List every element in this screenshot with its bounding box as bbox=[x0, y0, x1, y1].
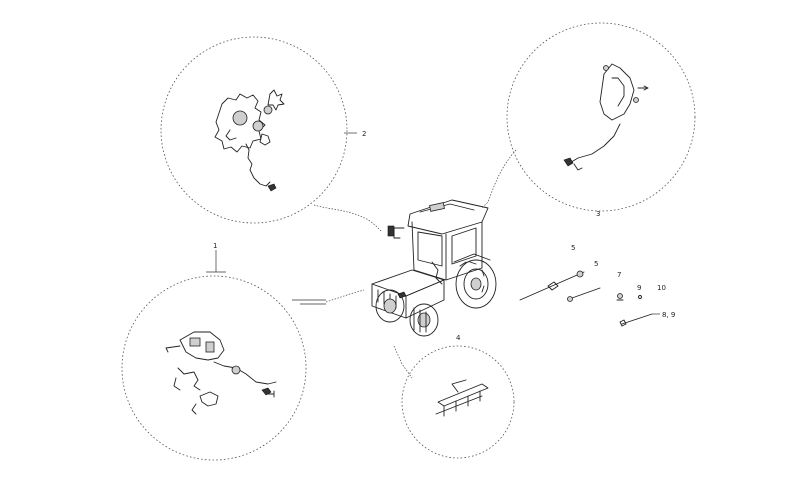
bolt-part-5 bbox=[567, 287, 601, 302]
callout-5a: 5 bbox=[571, 244, 575, 252]
frame-bracket-illustration bbox=[435, 379, 489, 417]
assembly-3-illustration bbox=[563, 63, 649, 171]
detail-circle-1: 1 bbox=[121, 242, 307, 461]
detail-circle-3: 3 bbox=[506, 22, 696, 218]
loose-hardware: 5 5 7 9 10 8, 9 bbox=[519, 244, 675, 327]
callout-2: 2 bbox=[362, 130, 366, 138]
callout-4: 4 bbox=[456, 334, 461, 342]
callout-9: 9 bbox=[637, 284, 641, 292]
callout-1: 1 bbox=[213, 242, 217, 250]
callout-7: 7 bbox=[617, 271, 621, 279]
callout-5b: 5 bbox=[594, 260, 598, 268]
assembly-1-illustration bbox=[165, 331, 277, 415]
washer-part-9 bbox=[638, 295, 642, 299]
detail-circle-2: 2 bbox=[160, 36, 366, 224]
callout-8-9: 8, 9 bbox=[662, 311, 675, 319]
tractor-illustration: 4 bbox=[371, 199, 497, 342]
rod-part bbox=[519, 270, 585, 301]
bolt-part-8-9 bbox=[619, 313, 660, 327]
nut-part-7 bbox=[616, 293, 624, 301]
detail-circle-frame bbox=[401, 345, 515, 459]
assembly-2-illustration bbox=[214, 89, 285, 192]
callout-3: 3 bbox=[596, 210, 600, 218]
leader-lines bbox=[292, 149, 517, 379]
callout-10: 10 bbox=[657, 284, 666, 292]
